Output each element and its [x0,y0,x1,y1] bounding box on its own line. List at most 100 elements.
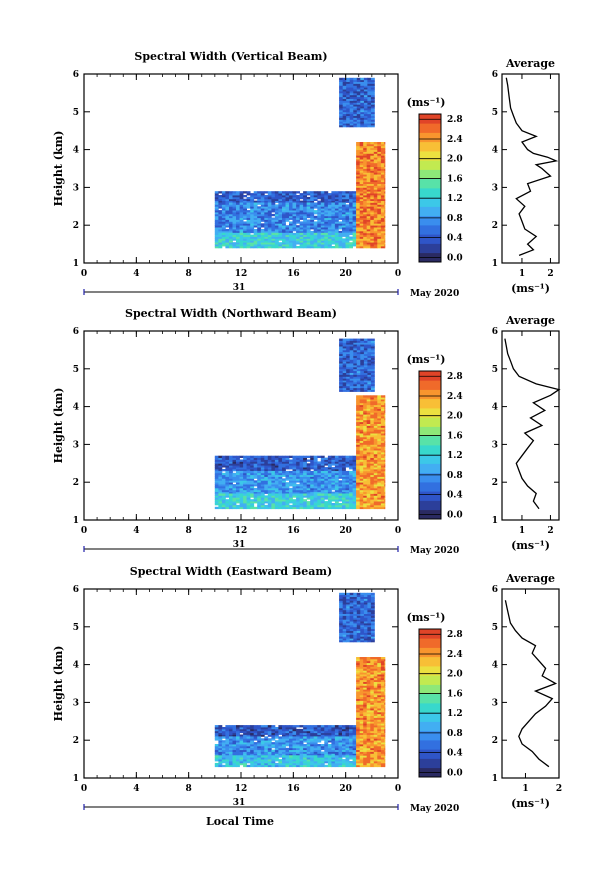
heatmap-cell [271,493,276,496]
heatmap-cell [313,749,318,752]
heatmap-cell [370,157,375,160]
heatmap-cell [271,223,276,226]
heatmap-cell [299,734,304,737]
heatmap-cell [363,208,368,211]
heatmap-cell [339,123,343,126]
heatmap-cell [331,486,336,489]
heatmap-cell [334,204,339,207]
heatmap-cell [345,238,350,241]
heatmap-cell [338,227,343,230]
heatmap-cell [221,236,226,239]
heatmap-cell [324,727,329,730]
heatmap-cell [232,749,237,752]
heatmap-cell [296,755,300,758]
heatmap-cell [356,149,360,152]
heatmap-cell [367,338,372,341]
colorbar-units: (ms⁻¹) [407,353,446,366]
heatmap-cell [267,221,272,224]
heatmap-cell [338,751,343,754]
heatmap-cell [296,489,300,493]
heatmap-cell [229,730,233,734]
heatmap-cell [313,459,318,462]
heatmap-cell [232,227,237,230]
heatmap-cell [331,455,336,458]
heatmap-cell [264,474,269,477]
heatmap-cell [250,213,255,217]
heatmap-cell [271,217,276,220]
heatmap-cell [243,230,247,234]
heatmap-cell [373,442,378,445]
heatmap-cell [264,202,269,205]
heatmap-cell [229,223,233,226]
heatmap-cell [250,229,255,232]
heatmap-cell [260,759,265,762]
heatmap-cell [221,210,226,213]
heatmap-cell [243,223,247,226]
heatmap-cell [377,196,382,200]
heatmap-cell [366,435,371,438]
heatmap-cell [260,210,265,213]
heatmap-cell [285,764,290,768]
heatmap-cell [214,219,219,222]
heatmap-cell [356,227,360,230]
heatmap-cell [370,374,375,377]
heatmap-cell [257,208,262,211]
heatmap-cell [338,217,343,220]
heatmap-cell [356,412,360,415]
heatmap-cell [327,229,332,232]
heatmap-cell [360,85,365,88]
heatmap-cell [327,217,332,220]
heatmap-cell [306,470,311,474]
heatmap-cell [356,185,360,188]
heatmap-cell [356,208,360,211]
heatmap-cell [218,506,223,510]
heatmap-cell [346,385,351,389]
heatmap-cell [296,213,300,217]
heatmap-cell [339,353,343,356]
heatmap-cell [267,727,272,730]
heatmap-cell [317,208,322,211]
heatmap-cell [214,459,219,462]
heatmap-cell [310,495,315,498]
heatmap-cell [359,193,364,196]
heatmap-cell [349,113,354,116]
heatmap-cell [292,461,297,464]
heatmap-cell [232,740,237,743]
heatmap-cell [373,160,378,164]
heatmap-cell [338,761,343,764]
heatmap-cell [225,206,230,209]
heatmap-cell [218,501,223,504]
heatmap-cell [377,484,382,487]
heatmap-cell [232,476,237,479]
heatmap-cell [320,465,325,468]
heatmap-cell [380,215,385,219]
heatmap-cell [380,470,385,474]
heatmap-cell [246,484,251,487]
heatmap-cell [342,353,347,356]
heatmap-cell [366,457,371,460]
heatmap-cell [356,202,360,205]
heatmap-cell [282,212,286,215]
heatmap-cell [366,470,371,474]
heatmap-cell [370,206,375,209]
heatmap-cell [274,503,279,506]
heatmap-cell [349,232,353,236]
heatmap-cell [214,204,219,207]
heatmap-cell [274,236,279,239]
heatmap-cell [278,736,283,739]
heatmap-cell [366,425,371,428]
heatmap-cell [359,416,364,419]
heatmap-cell [289,759,293,762]
heatmap-cell [306,486,311,489]
heatmap-cell [229,219,233,222]
heatmap-cell [260,484,265,487]
heatmap-cell [303,472,307,476]
heatmap-cell [264,238,269,241]
heatmap-cell [373,155,378,158]
heatmap-cell [221,469,226,472]
heatmap-cell [359,151,364,154]
heatmap-cell [384,229,386,232]
heatmap-cell [349,96,354,99]
heatmap-cell [246,497,251,500]
heatmap-cell [360,117,365,120]
